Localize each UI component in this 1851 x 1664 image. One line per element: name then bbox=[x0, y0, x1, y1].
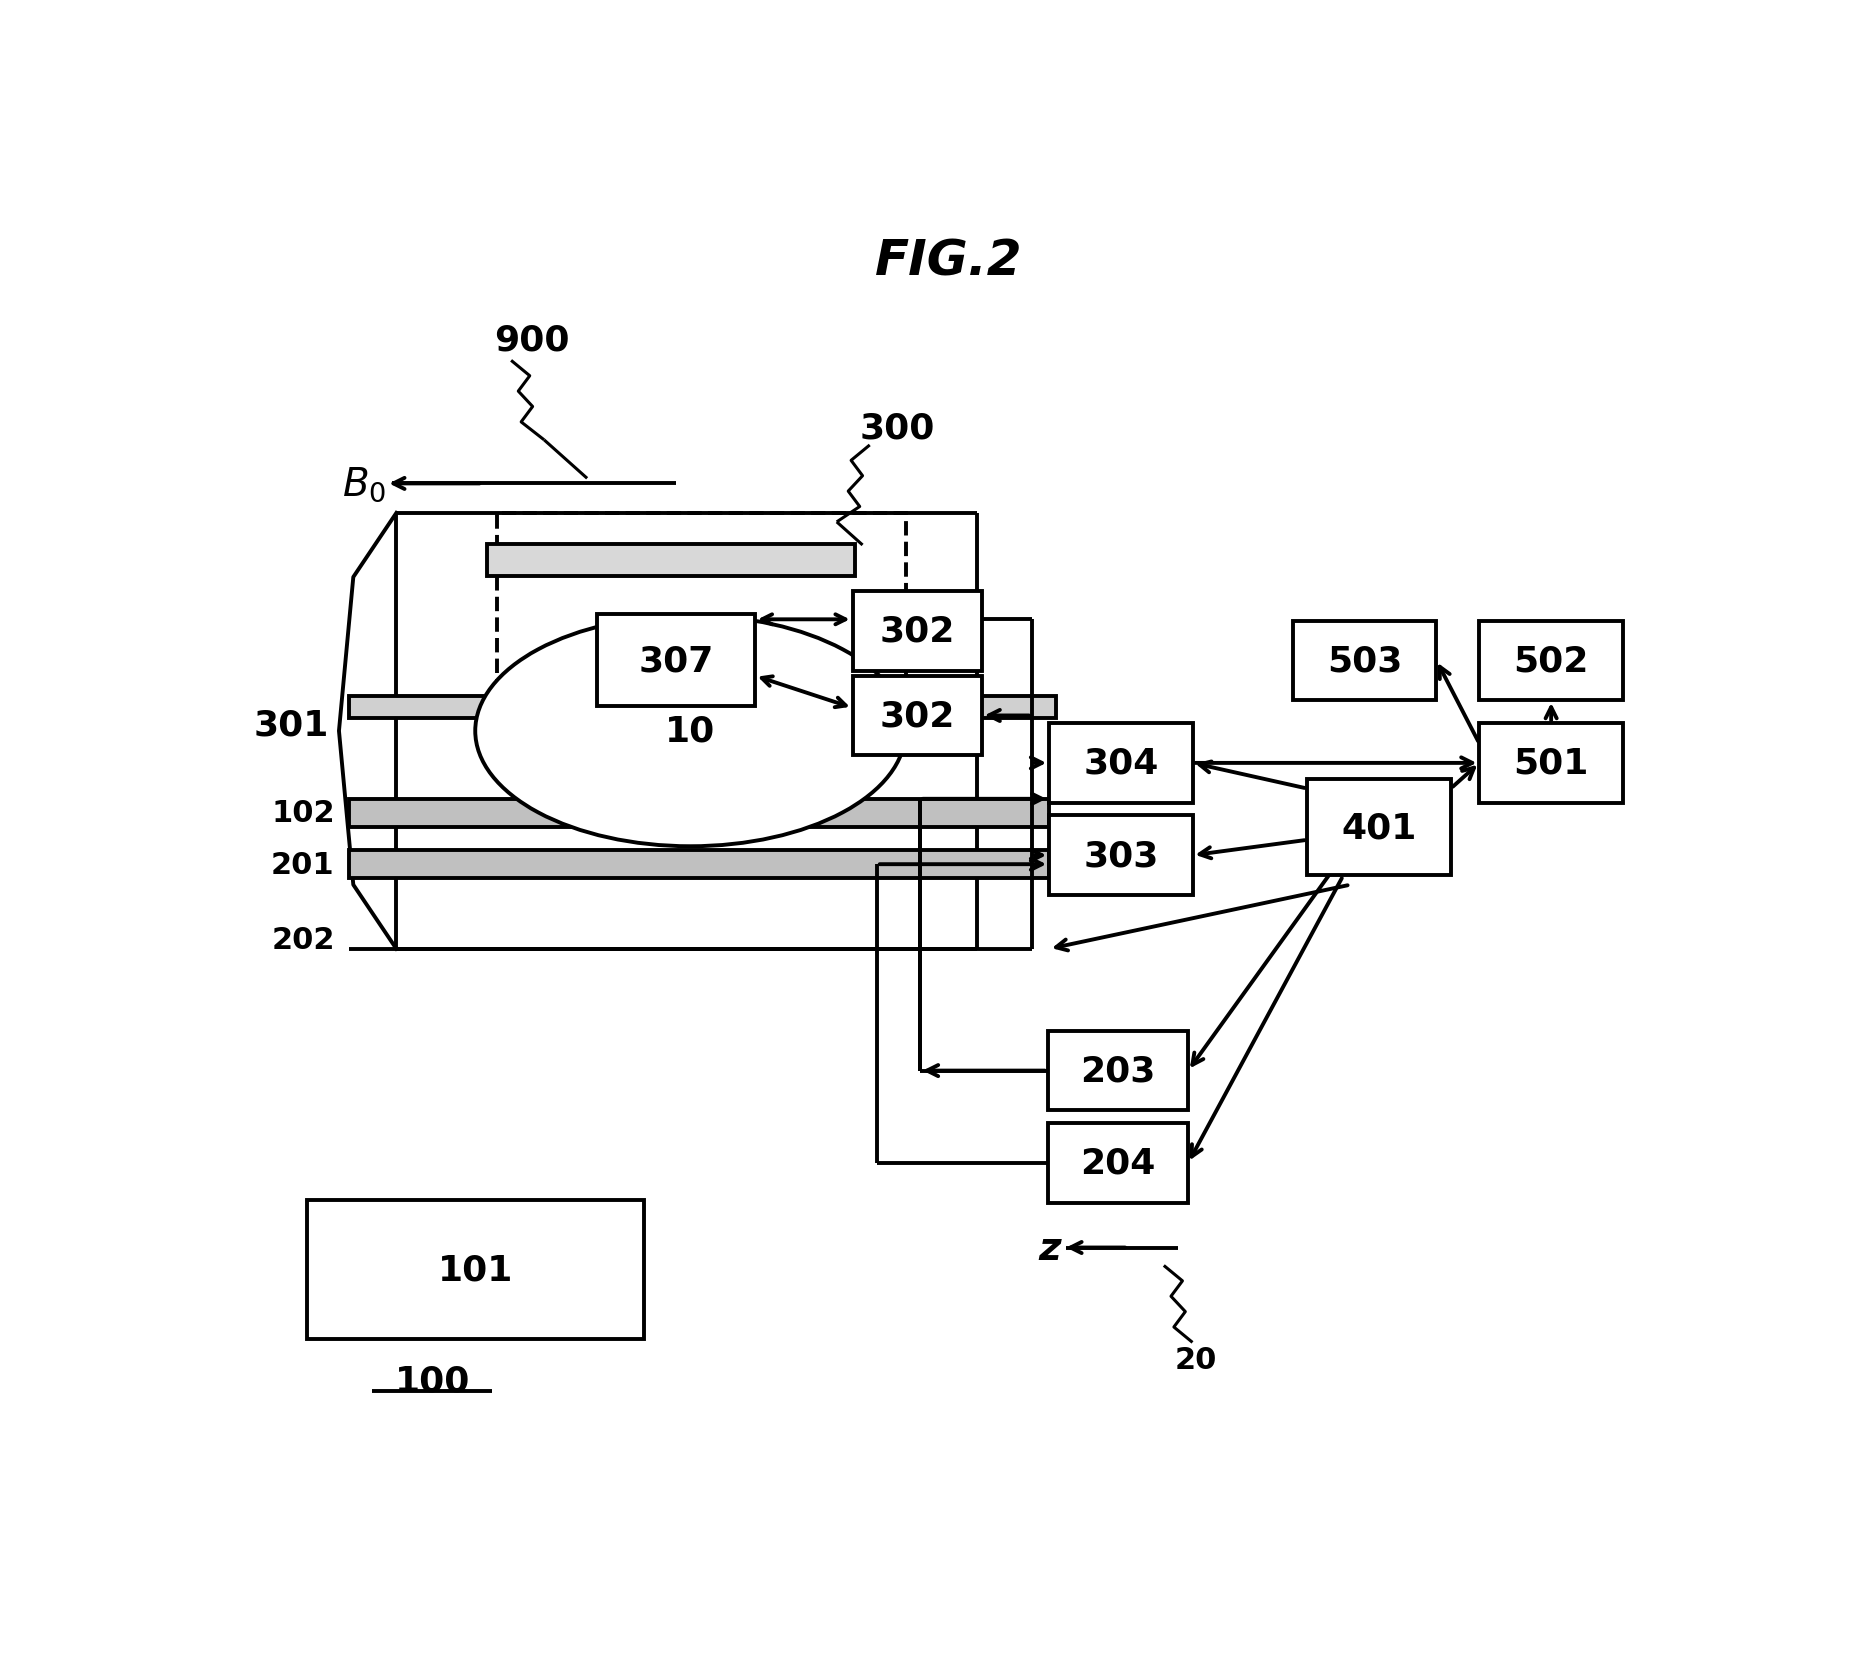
Text: 302: 302 bbox=[879, 699, 955, 734]
Text: 300: 300 bbox=[859, 411, 935, 444]
FancyBboxPatch shape bbox=[598, 614, 755, 707]
FancyBboxPatch shape bbox=[307, 1200, 644, 1340]
Text: 102: 102 bbox=[270, 799, 335, 829]
FancyBboxPatch shape bbox=[1307, 779, 1451, 875]
FancyBboxPatch shape bbox=[487, 546, 855, 577]
Text: 401: 401 bbox=[1342, 810, 1416, 845]
Text: 501: 501 bbox=[1514, 747, 1588, 780]
FancyBboxPatch shape bbox=[853, 676, 981, 755]
FancyBboxPatch shape bbox=[1048, 1123, 1188, 1203]
Text: 202: 202 bbox=[270, 925, 335, 955]
Text: 302: 302 bbox=[879, 614, 955, 649]
Ellipse shape bbox=[476, 616, 905, 847]
Text: 301: 301 bbox=[254, 707, 329, 742]
FancyBboxPatch shape bbox=[350, 850, 1050, 879]
Text: 20: 20 bbox=[1174, 1345, 1216, 1374]
Text: FIG.2: FIG.2 bbox=[876, 238, 1022, 285]
Text: 303: 303 bbox=[1083, 839, 1159, 872]
FancyBboxPatch shape bbox=[1050, 815, 1192, 895]
FancyBboxPatch shape bbox=[350, 697, 1057, 719]
Text: 100: 100 bbox=[394, 1364, 470, 1398]
FancyBboxPatch shape bbox=[853, 592, 981, 671]
Text: 10: 10 bbox=[665, 714, 716, 749]
Text: 503: 503 bbox=[1327, 644, 1403, 677]
Text: 900: 900 bbox=[494, 323, 570, 358]
Text: 304: 304 bbox=[1083, 747, 1159, 780]
FancyBboxPatch shape bbox=[1050, 724, 1192, 804]
Text: 502: 502 bbox=[1514, 644, 1588, 677]
FancyBboxPatch shape bbox=[1048, 1032, 1188, 1110]
FancyBboxPatch shape bbox=[1292, 621, 1436, 701]
Text: z: z bbox=[1038, 1228, 1061, 1266]
FancyBboxPatch shape bbox=[1479, 621, 1623, 701]
FancyBboxPatch shape bbox=[1479, 724, 1623, 804]
FancyBboxPatch shape bbox=[350, 799, 1050, 827]
Text: 307: 307 bbox=[639, 644, 714, 677]
Text: 101: 101 bbox=[437, 1253, 513, 1286]
Text: $B_0$: $B_0$ bbox=[342, 464, 387, 504]
Text: 204: 204 bbox=[1081, 1146, 1155, 1180]
Text: 203: 203 bbox=[1081, 1053, 1155, 1088]
Text: 201: 201 bbox=[270, 850, 335, 879]
